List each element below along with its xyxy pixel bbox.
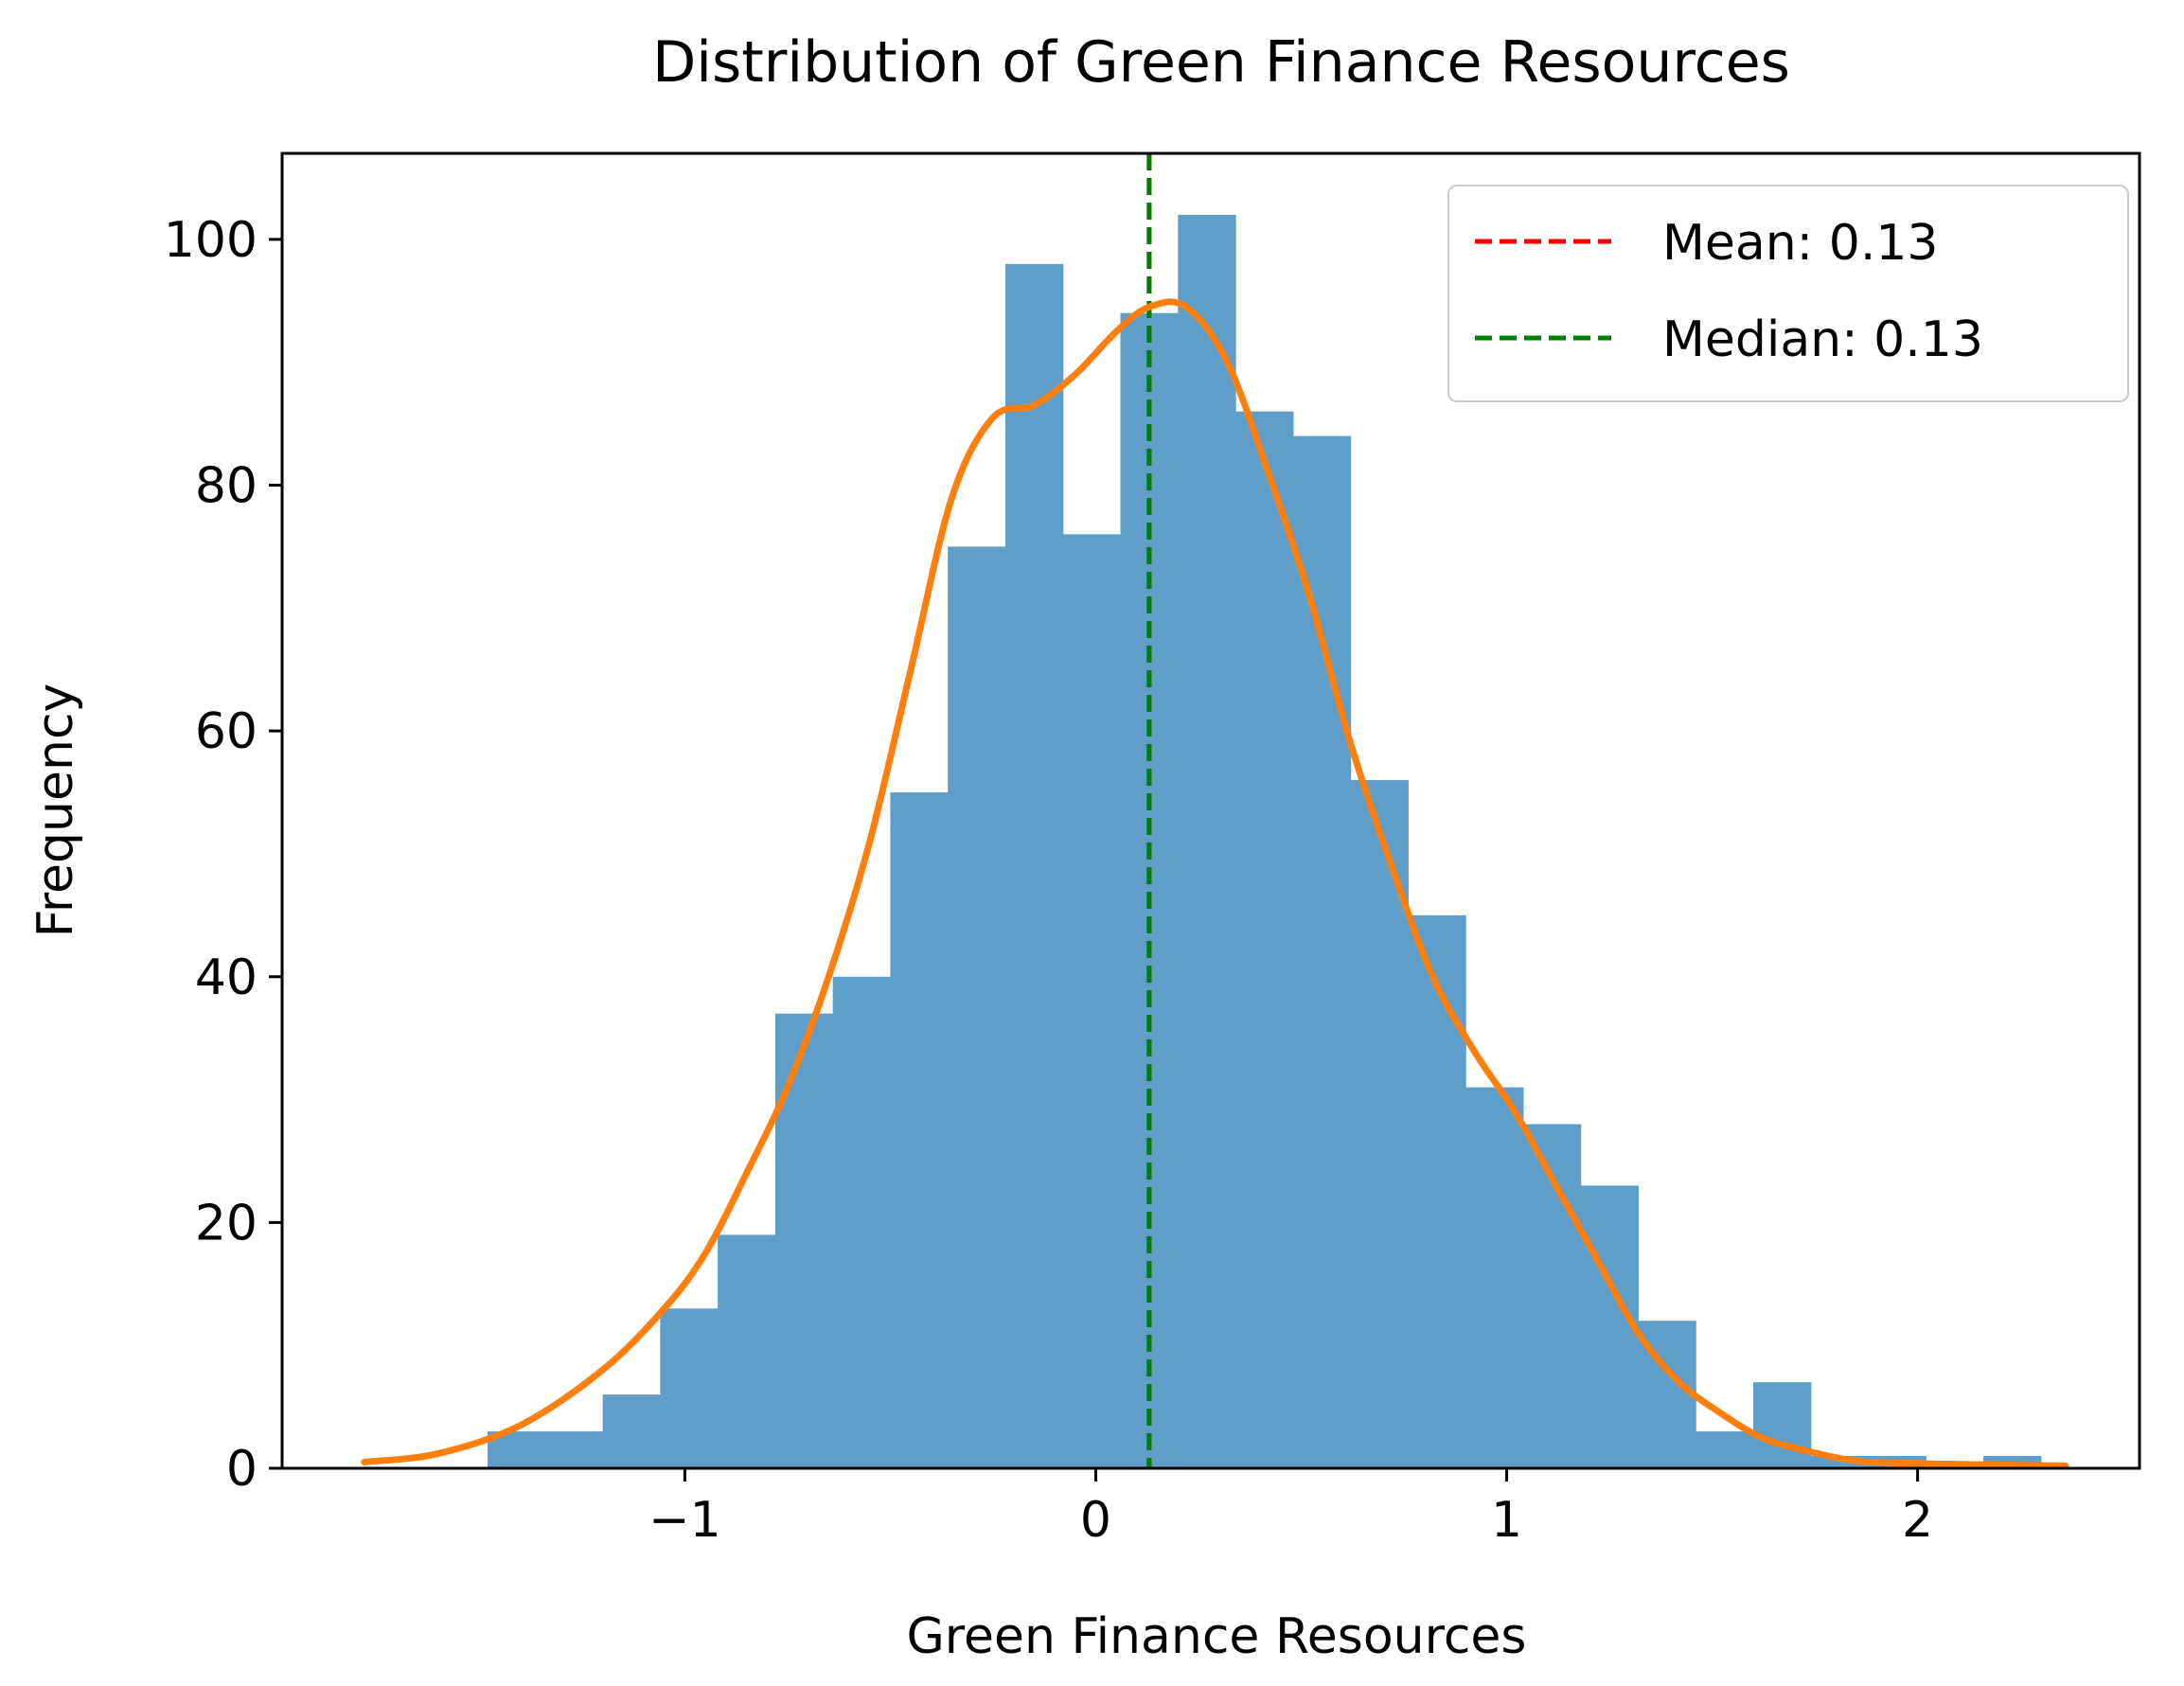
histogram-bar [832,976,892,1468]
histogram-bar [602,1394,661,1468]
legend: Mean: 0.13 Median: 0.13 [1447,185,2129,402]
histogram-bar [1465,1087,1524,1468]
histogram-bar [1292,435,1352,1468]
histogram-bar [1235,411,1294,1468]
histogram-bar [718,1234,776,1468]
histogram-bar [948,546,1006,1468]
y-tick-label: 60 [195,703,257,760]
x-tick-label: −1 [648,1492,721,1549]
histogram-bar [1062,534,1122,1468]
plot-frame [280,151,2141,1470]
histogram-bar [660,1308,719,1468]
legend-median-label: Median: 0.13 [1662,311,1983,368]
y-tick-label: 0 [226,1441,257,1498]
legend-mean-label: Mean: 0.13 [1662,215,1939,272]
x-tick-label: 0 [1080,1492,1111,1549]
x-axis-label: Green Finance Resources [906,1608,1526,1665]
x-tick-label: 1 [1491,1492,1522,1549]
y-tick-label: 20 [195,1195,257,1251]
y-tick-label: 100 [164,212,257,269]
y-axis-label: Frequency [27,683,84,938]
histogram-bar [774,1013,834,1468]
x-ticks: −1 0 1 2 [648,1468,1933,1549]
y-tick-label: 40 [195,949,257,1006]
histogram-bar [1752,1382,1812,1468]
histogram-bar [544,1431,604,1468]
y-tick-label: 80 [195,458,257,515]
histogram-bar [1696,1431,1754,1468]
kde-layer [361,298,2069,1469]
legend-box [1447,185,2129,402]
histogram-bar [1408,914,1466,1468]
histogram-bar [1004,263,1064,1469]
histogram-bar [890,792,949,1468]
histogram-bar [1580,1185,1640,1468]
x-tick-label: 2 [1902,1492,1933,1549]
histogram-bar [1178,214,1236,1468]
y-ticks: 0 20 40 60 80 100 [164,212,282,1498]
kde-curve [361,298,2069,1469]
chart-title: Distribution of Green Finance Resources [652,29,1790,96]
